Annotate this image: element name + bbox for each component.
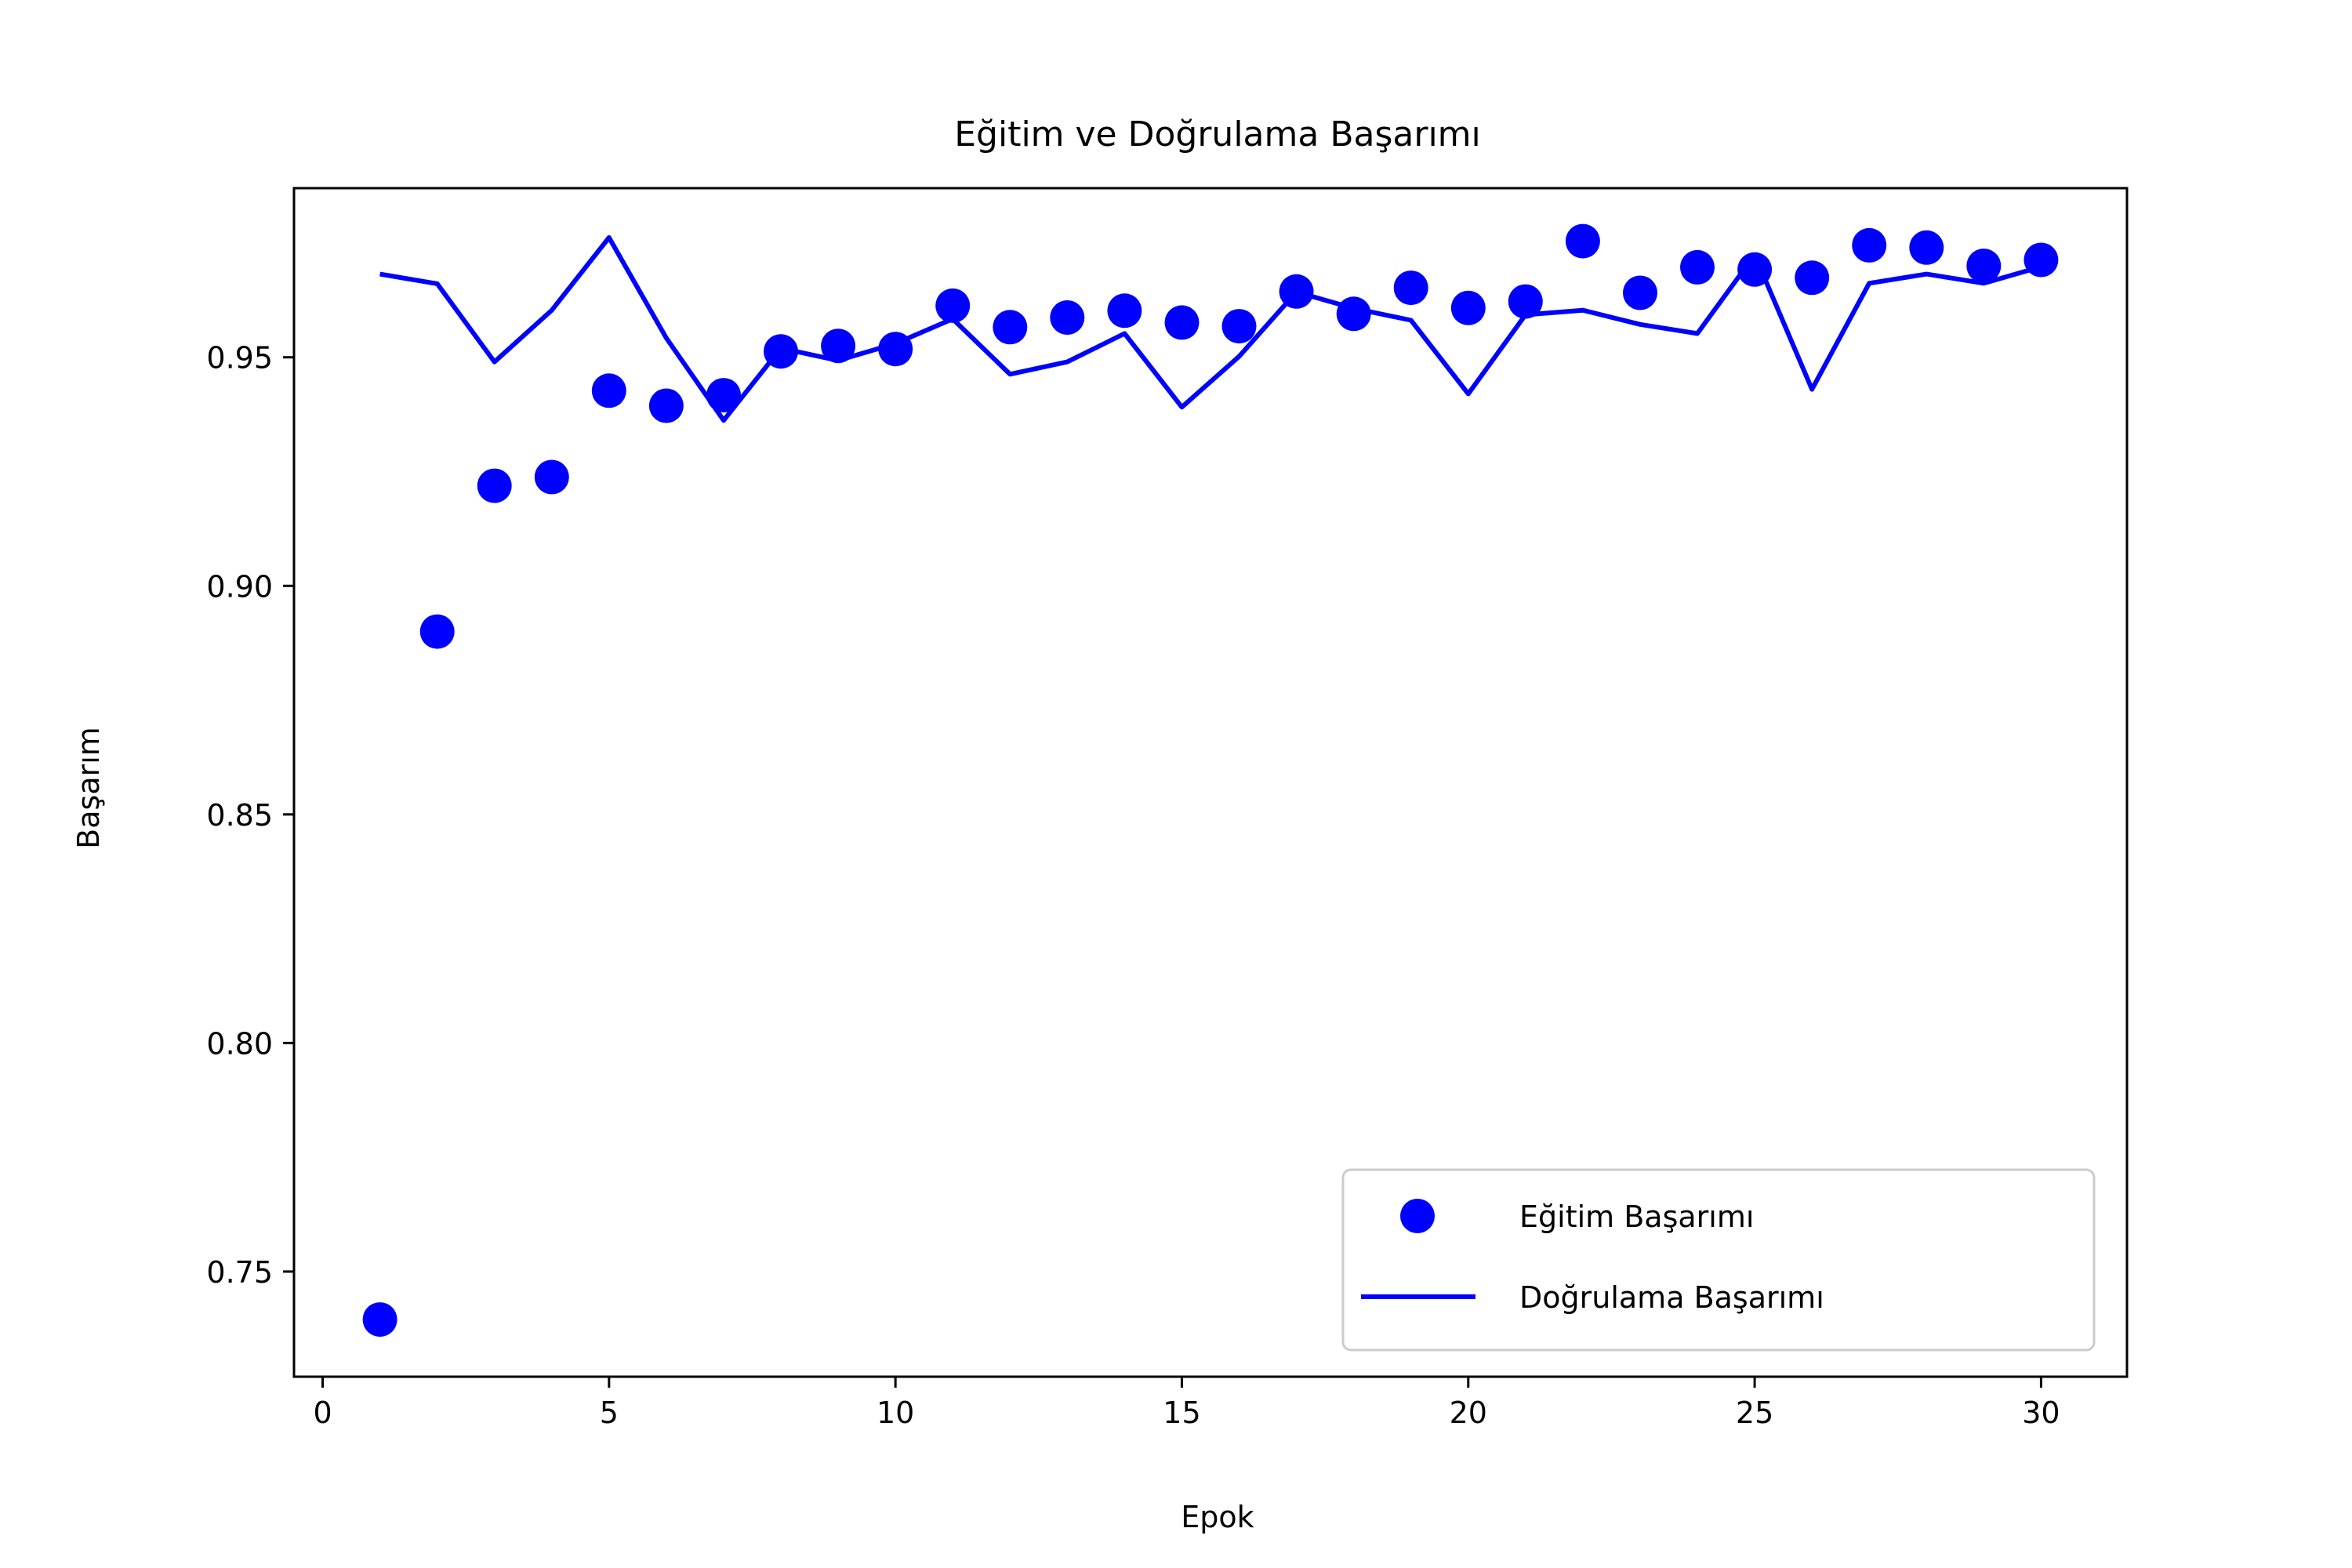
- training-accuracy-point: [764, 334, 798, 369]
- axes: 0 5 10 15 20 25 30 0.75 0.80 0.85 0.90 0.95: [206, 187, 2129, 1430]
- training-accuracy-point: [1909, 230, 1944, 265]
- training-accuracy-point: [477, 468, 512, 503]
- training-accuracy-point: [419, 614, 455, 649]
- training-accuracy-point: [993, 310, 1028, 345]
- x-tick-label: 0: [313, 1396, 332, 1430]
- training-accuracy-point: [1565, 223, 1600, 259]
- training-accuracy-point: [2024, 242, 2059, 278]
- y-tick-label: 0.80: [206, 1026, 273, 1061]
- legend-marker-training: [1400, 1199, 1435, 1233]
- training-accuracy-point: [591, 373, 626, 408]
- training-accuracy-point: [1336, 296, 1371, 332]
- legend-label-training: Eğitim Başarımı: [1519, 1200, 1754, 1234]
- legend: Eğitim Başarımı Doğrulama Başarımı: [1341, 1168, 2096, 1352]
- y-tick-label: 0.95: [206, 341, 273, 376]
- x-axis-label: Epok: [1181, 1500, 1254, 1534]
- training-accuracy-point: [1050, 300, 1085, 335]
- x-tick-label: 10: [877, 1396, 914, 1430]
- training-accuracy-point: [1795, 260, 1830, 296]
- training-accuracy-point: [1966, 249, 2002, 284]
- x-tick-label: 20: [1450, 1396, 1487, 1430]
- x-tick-label: 30: [2022, 1396, 2060, 1430]
- training-accuracy-point: [1393, 270, 1428, 306]
- training-accuracy-point: [362, 1302, 397, 1338]
- training-accuracy-point: [1107, 293, 1142, 328]
- training-accuracy-point: [1680, 249, 1715, 285]
- y-tick-label: 0.90: [206, 569, 273, 604]
- training-accuracy-point: [935, 288, 971, 323]
- x-tick-label: 15: [1163, 1396, 1200, 1430]
- training-accuracy-point: [1852, 227, 1887, 263]
- x-tick-label: 5: [600, 1396, 619, 1430]
- legend-label-validation: Doğrulama Başarımı: [1519, 1280, 1824, 1315]
- y-axis-label: Başarım: [71, 727, 106, 849]
- training-accuracy-point: [648, 388, 684, 423]
- training-accuracy-point: [534, 459, 569, 495]
- training-accuracy-point: [1623, 275, 1657, 310]
- training-accuracy-point: [878, 332, 913, 367]
- training-accuracy-point: [1450, 290, 1486, 325]
- training-accuracy-point: [1221, 309, 1257, 344]
- training-accuracy-point: [1279, 274, 1314, 309]
- y-tick-label: 0.75: [206, 1255, 273, 1290]
- y-tick-label: 0.85: [206, 798, 273, 833]
- training-accuracy-point: [1164, 305, 1200, 340]
- x-tick-label: 25: [1736, 1396, 1773, 1430]
- training-accuracy-point: [821, 328, 856, 364]
- chart-title: Eğitim ve Doğrulama Başarımı: [954, 114, 1481, 154]
- training-accuracy-point: [706, 378, 741, 413]
- training-accuracy-point: [1737, 252, 1773, 287]
- training-accuracy-point: [1508, 284, 1543, 319]
- legend-box: [1341, 1168, 2096, 1352]
- plot-frame: [292, 187, 2129, 1378]
